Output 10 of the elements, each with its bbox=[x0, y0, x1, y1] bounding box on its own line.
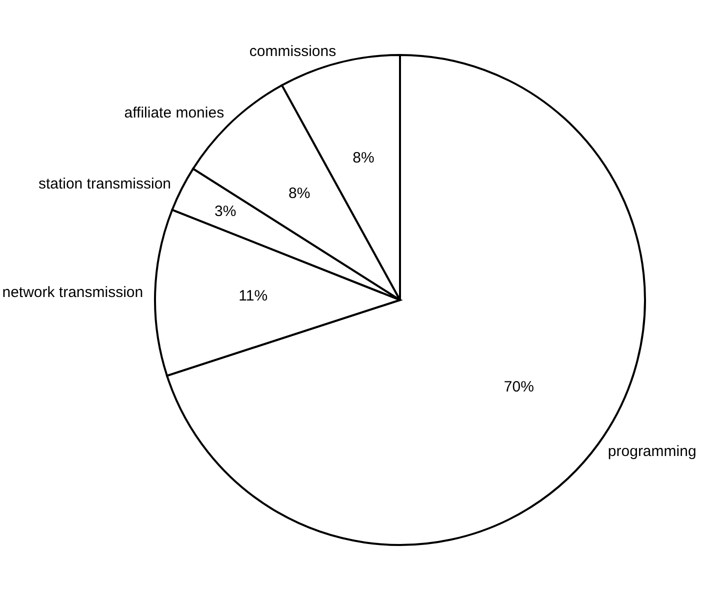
data-label: 70% bbox=[504, 378, 534, 396]
data-label: 8% bbox=[352, 150, 374, 167]
data-label: 11% bbox=[238, 287, 268, 304]
slice-label: station transmission bbox=[38, 175, 172, 192]
slice-label: affiliate monies bbox=[124, 104, 224, 122]
slice-label: network transmission bbox=[2, 284, 144, 301]
slice-label: commissions bbox=[249, 43, 336, 60]
data-label: 3% bbox=[214, 203, 236, 220]
data-label: 8% bbox=[288, 184, 310, 202]
slice-label: programming bbox=[608, 443, 696, 460]
